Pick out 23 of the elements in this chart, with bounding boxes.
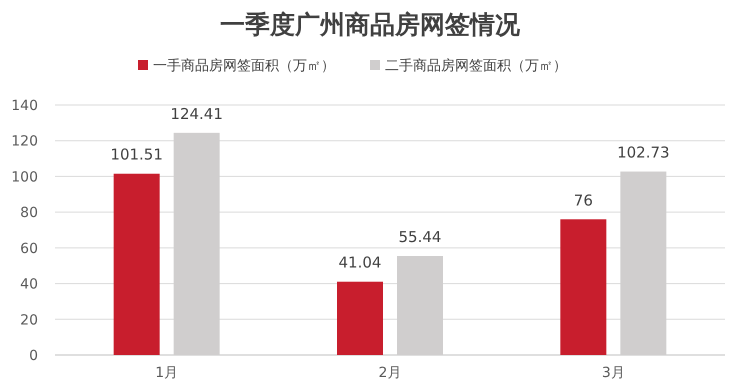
data-label: 76 [574, 191, 593, 210]
x-tick-label: 1月 [155, 365, 178, 381]
data-label: 41.04 [338, 254, 382, 272]
x-tick-label: 2月 [378, 365, 402, 381]
y-tick-label: 0 [29, 348, 38, 364]
data-label: 102.73 [617, 144, 670, 162]
y-tick-label: 40 [20, 276, 38, 293]
data-label: 124.41 [170, 104, 223, 123]
y-tick-label: 140 [11, 98, 38, 114]
legend-label: 二手商品房网签面积（万㎡） [385, 58, 567, 74]
chart-title: 一季度广州商品房网签情况 [220, 10, 521, 39]
data-label: 101.51 [110, 146, 163, 164]
data-label: 55.44 [398, 228, 442, 246]
bar [337, 282, 383, 355]
bar [114, 174, 160, 355]
x-tick-label: 3月 [602, 365, 625, 381]
legend-label: 一手商品房网签面积（万㎡） [153, 58, 335, 74]
bar [560, 219, 606, 355]
y-tick-label: 20 [20, 312, 38, 328]
y-tick-label: 100 [11, 169, 38, 186]
y-tick-label: 120 [11, 134, 38, 150]
y-tick-label: 80 [20, 205, 38, 222]
y-tick-label: 60 [20, 240, 38, 257]
